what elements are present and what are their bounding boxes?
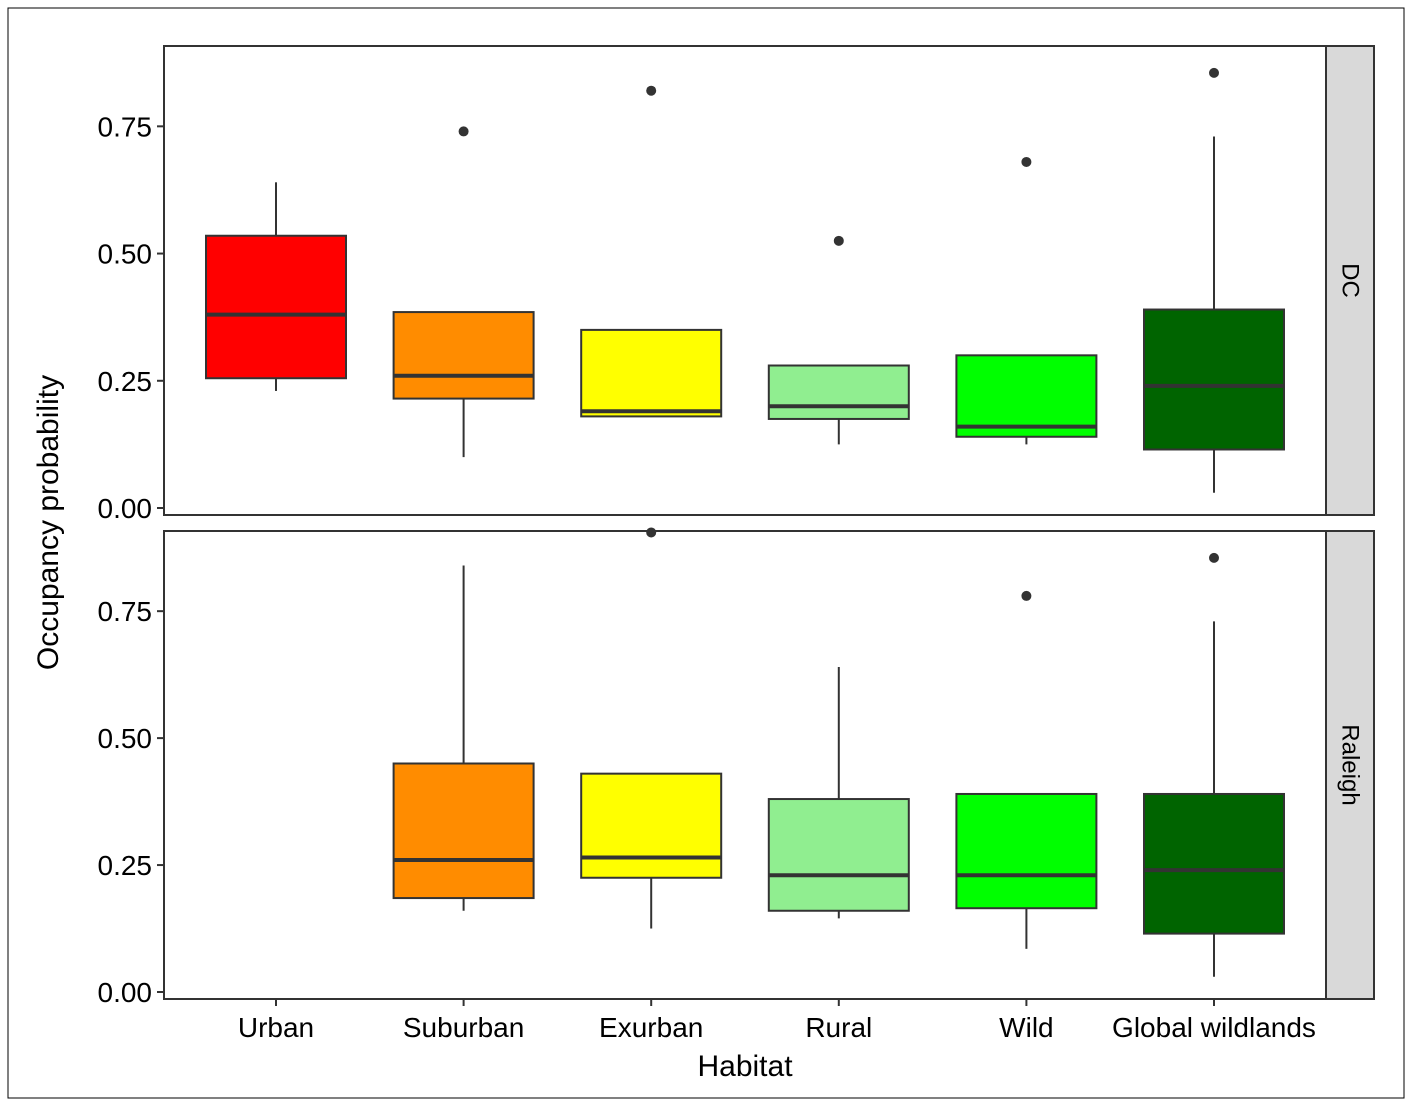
- y-tick-label-raleigh: 0.50: [98, 723, 153, 754]
- outlier-global-wildlands-raleigh-0[interactable]: [1209, 552, 1219, 563]
- box-rural-dc[interactable]: [767, 364, 910, 420]
- x-tick-label-global-wildlands: Global wildlands: [1112, 1012, 1316, 1043]
- outlier-suburban-dc-0[interactable]: [458, 126, 469, 137]
- panel-background-dc: [164, 46, 1326, 515]
- x-tick-label-exurban: Exurban: [599, 1012, 703, 1043]
- outlier-exurban-dc-0[interactable]: [646, 85, 657, 96]
- outlier-wild-raleigh-0[interactable]: [1021, 590, 1032, 601]
- x-tick-label-suburban: Suburban: [403, 1012, 524, 1043]
- outlier-global-wildlands-dc-0[interactable]: [1209, 67, 1219, 78]
- box-wild-dc[interactable]: [955, 354, 1098, 438]
- y-tick-label-raleigh: 0.75: [98, 596, 153, 627]
- box-urban-dc[interactable]: [205, 234, 347, 380]
- box-exurban-raleigh[interactable]: [580, 772, 723, 879]
- outlier-exurban-raleigh-0[interactable]: [646, 527, 657, 538]
- y-tick-label-dc: 0.75: [98, 111, 153, 142]
- y-tick-label-dc: 0.00: [98, 493, 153, 524]
- facet-label-raleigh: Raleigh: [1337, 724, 1364, 805]
- outlier-wild-dc-0[interactable]: [1021, 156, 1032, 167]
- x-axis-title: Habitat: [697, 1050, 793, 1083]
- facet-strip-raleigh: [1325, 530, 1375, 1000]
- y-tick-label-raleigh: 0.25: [98, 850, 153, 881]
- box-global-wildlands-dc[interactable]: [1143, 308, 1285, 451]
- facet-strip-dc: [1325, 45, 1375, 516]
- panel-background-raleigh: [164, 531, 1326, 999]
- x-tick-label-wild: Wild: [999, 1012, 1053, 1043]
- figure-border: [7, 7, 1405, 1099]
- outlier-rural-dc-0[interactable]: [833, 235, 844, 246]
- y-tick-label-dc: 0.25: [98, 366, 153, 397]
- facet-label-dc: DC: [1337, 263, 1364, 298]
- y-tick-label-raleigh: 0.00: [98, 977, 153, 1008]
- x-tick-label-rural: Rural: [805, 1012, 872, 1043]
- y-tick-label-dc: 0.50: [98, 239, 153, 270]
- box-global-wildlands-raleigh[interactable]: [1143, 792, 1285, 935]
- box-wild-raleigh[interactable]: [955, 792, 1098, 910]
- y-axis-title: Occupancy probability: [32, 375, 65, 670]
- box-suburban-dc[interactable]: [392, 311, 535, 400]
- box-rural-raleigh[interactable]: [767, 798, 910, 912]
- box-exurban-dc[interactable]: [580, 328, 723, 418]
- box-suburban-raleigh[interactable]: [392, 762, 535, 900]
- x-tick-label-urban: Urban: [238, 1012, 314, 1043]
